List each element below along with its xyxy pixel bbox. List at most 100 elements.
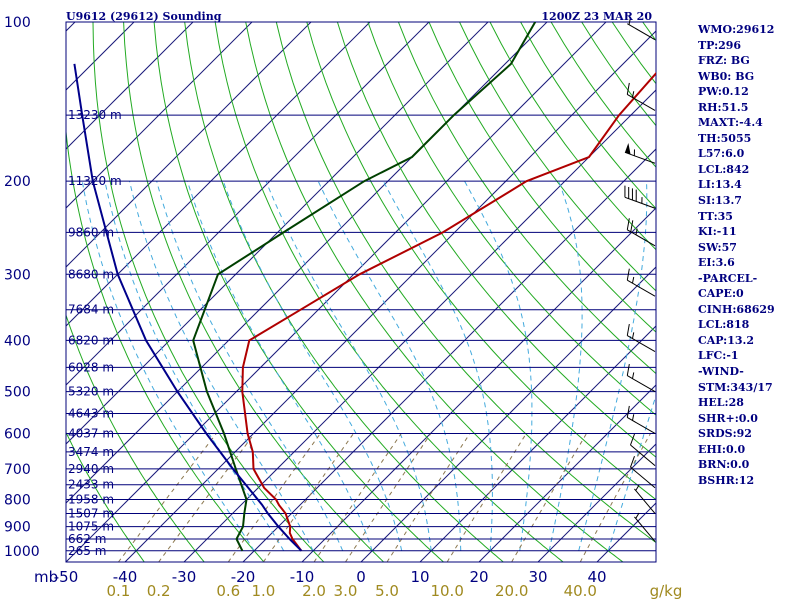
index-item: HEL:28 xyxy=(698,396,744,410)
mixing-ratio-tick-label: 0.1 xyxy=(107,582,131,600)
pressure-tick-label: 900 xyxy=(4,520,31,536)
index-item: PW:0.12 xyxy=(698,85,749,99)
height-label: 11320 m xyxy=(68,174,122,188)
isotherm-line xyxy=(124,30,656,562)
mixing-ratio-line xyxy=(158,433,255,562)
mixing-ratio-tick-label: 40.0 xyxy=(564,582,597,600)
dry-adiabat-line xyxy=(214,22,564,562)
pressure-tick-label: 200 xyxy=(4,174,31,190)
mixing-ratio-line xyxy=(345,433,432,562)
height-label: 2940 m xyxy=(68,462,114,476)
index-item: SW:57 xyxy=(698,240,737,254)
dry-adiabat-line xyxy=(66,313,205,562)
temperature-tick-label: -40 xyxy=(113,568,138,586)
index-item: L57:6.0 xyxy=(698,147,745,161)
index-item: KI:-11 xyxy=(698,225,737,239)
index-item: LFC:-1 xyxy=(698,349,739,363)
temperature-tick-label: 40 xyxy=(587,568,606,586)
dry-adiabat-line xyxy=(123,22,384,562)
height-label: 9860 m xyxy=(68,225,114,239)
wind-barb xyxy=(626,268,656,297)
index-item: CAP:13.2 xyxy=(698,333,755,347)
dry-adiabat-line xyxy=(428,22,656,333)
chart-title: U9612 (29612) Sounding xyxy=(66,10,222,23)
pressure-unit-label: mb xyxy=(34,568,58,586)
isotherm-line xyxy=(478,384,656,562)
height-label: 8680 m xyxy=(68,267,114,281)
moist-adiabat-line xyxy=(578,181,648,551)
isotherm-line xyxy=(66,22,489,445)
index-item: TT:35 xyxy=(698,209,733,223)
index-item: TH:5055 xyxy=(698,131,752,145)
mixing-ratio-tick-label: 1.0 xyxy=(251,582,275,600)
wind-barb xyxy=(634,512,656,542)
dry-adiabat-line xyxy=(66,126,265,562)
temperature-trace xyxy=(241,71,656,552)
pressure-tick-label: 100 xyxy=(4,15,31,31)
index-item: WB0: BG xyxy=(698,69,755,83)
isotherm-line xyxy=(66,22,312,268)
isotherm-line xyxy=(66,22,607,562)
moist-adiabat-line xyxy=(187,181,373,551)
parcel-trace xyxy=(73,63,303,552)
dewpoint-trace xyxy=(192,22,537,552)
temperature-tick-label: -20 xyxy=(231,568,256,586)
index-item: RH:51.5 xyxy=(698,100,749,114)
wind-barb xyxy=(626,323,656,353)
moist-adiabat-line xyxy=(156,181,344,551)
mixing-ratio-line xyxy=(313,433,402,562)
pressure-tick-label: 1000 xyxy=(4,544,40,560)
moist-adiabat-line xyxy=(382,180,493,551)
dry-adiabat-line xyxy=(459,22,656,292)
valid-time: 1200Z 23 MAR 20 xyxy=(541,10,652,23)
mixing-ratio-tick-label: 2.0 xyxy=(302,582,326,600)
index-item: LI:13.4 xyxy=(698,178,742,192)
index-item: LCL:842 xyxy=(698,162,750,176)
index-item: FRZ: BG xyxy=(698,54,750,68)
mixing-ratio-tick-label: 5.0 xyxy=(375,582,399,600)
isotherm-line xyxy=(537,443,656,562)
wind-barb xyxy=(626,82,656,111)
height-label: 1075 m xyxy=(68,520,114,534)
wind-barb xyxy=(626,405,656,434)
pressure-tick-label: 300 xyxy=(4,267,31,283)
wind-barb xyxy=(634,484,656,514)
index-item: SI:13.7 xyxy=(698,194,742,208)
isotherm-line xyxy=(66,22,253,209)
index-item: SHR+:0.0 xyxy=(698,411,758,425)
dry-adiabat-line xyxy=(245,22,624,562)
dry-adiabat-line xyxy=(367,22,656,416)
wind-barb-column xyxy=(624,18,656,542)
mixing-ratio-unit-label: g/kg xyxy=(650,582,683,600)
mixing-ratio-line xyxy=(118,433,217,562)
dry-adiabat-line xyxy=(153,22,444,562)
isotherm-line xyxy=(419,325,656,562)
height-label: 1507 m xyxy=(68,506,114,520)
dry-adiabat-line xyxy=(336,22,656,458)
dry-adiabat-line xyxy=(397,22,656,375)
plot-frame xyxy=(65,21,657,563)
index-item: BRN:0.0 xyxy=(698,458,750,472)
dry-adiabat-line xyxy=(184,22,504,562)
mixing-ratio-line xyxy=(262,433,354,562)
height-label: 662 m xyxy=(68,532,106,546)
isotherm-line xyxy=(0,22,16,562)
temperature-tick-label: 30 xyxy=(528,568,547,586)
temperature-tick-label: 10 xyxy=(410,568,429,586)
wind-barb xyxy=(626,363,656,393)
dry-adiabat-line xyxy=(66,431,145,562)
isotherm-line xyxy=(183,89,656,562)
temperature-tick-label: 20 xyxy=(469,568,488,586)
wind-barb xyxy=(627,18,656,41)
dry-adiabat-line xyxy=(489,22,656,251)
index-item: -WIND- xyxy=(698,365,744,379)
temperature-tick-label: -30 xyxy=(172,568,197,586)
dry-adiabat-line xyxy=(275,22,656,544)
index-item: MAXT:-4.4 xyxy=(698,116,763,130)
mixing-ratio-tick-label: 0.2 xyxy=(147,582,171,600)
temperature-tick-label: 0 xyxy=(356,568,366,586)
mixing-ratio-tick-label: 0.6 xyxy=(216,582,240,600)
isotherm-line xyxy=(360,266,656,562)
moist-adiabat-line xyxy=(265,181,432,551)
